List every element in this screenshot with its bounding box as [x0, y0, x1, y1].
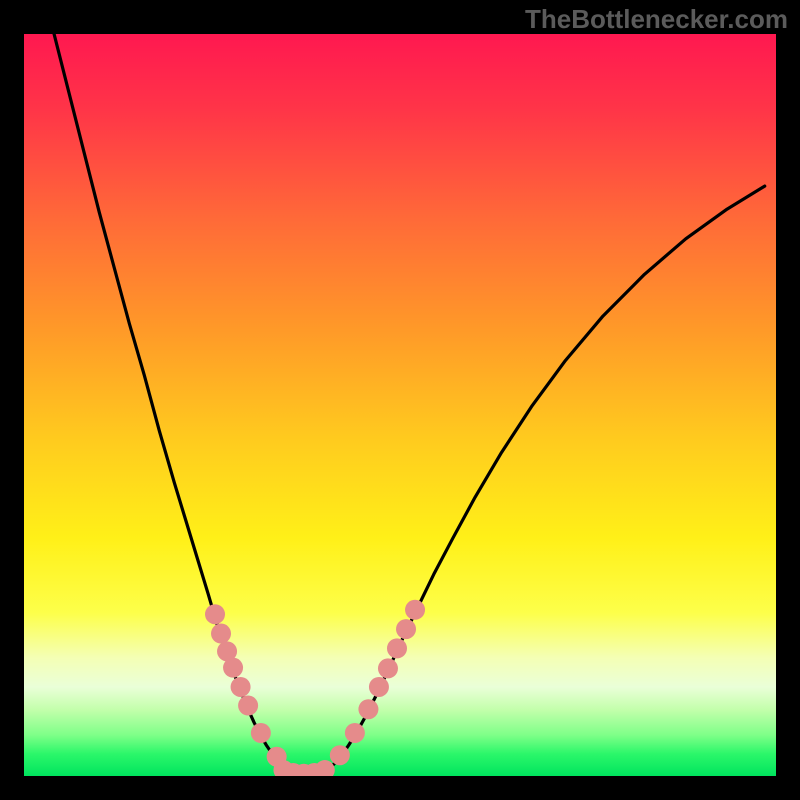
chart-background: [24, 34, 776, 776]
curve-marker: [387, 638, 407, 658]
curve-marker: [378, 658, 398, 678]
curve-marker: [223, 658, 243, 678]
curve-marker: [211, 624, 231, 644]
curve-marker: [405, 600, 425, 620]
curve-marker: [330, 745, 350, 765]
plot-area: [24, 34, 776, 776]
curve-marker: [396, 619, 416, 639]
curve-marker: [251, 723, 271, 743]
curve-marker: [238, 696, 258, 716]
plot-svg: [24, 34, 776, 776]
curve-marker: [369, 677, 389, 697]
watermark-text: TheBottlenecker.com: [525, 4, 788, 35]
curve-marker: [231, 677, 251, 697]
curve-marker: [358, 699, 378, 719]
curve-marker: [345, 723, 365, 743]
curve-marker: [205, 604, 225, 624]
